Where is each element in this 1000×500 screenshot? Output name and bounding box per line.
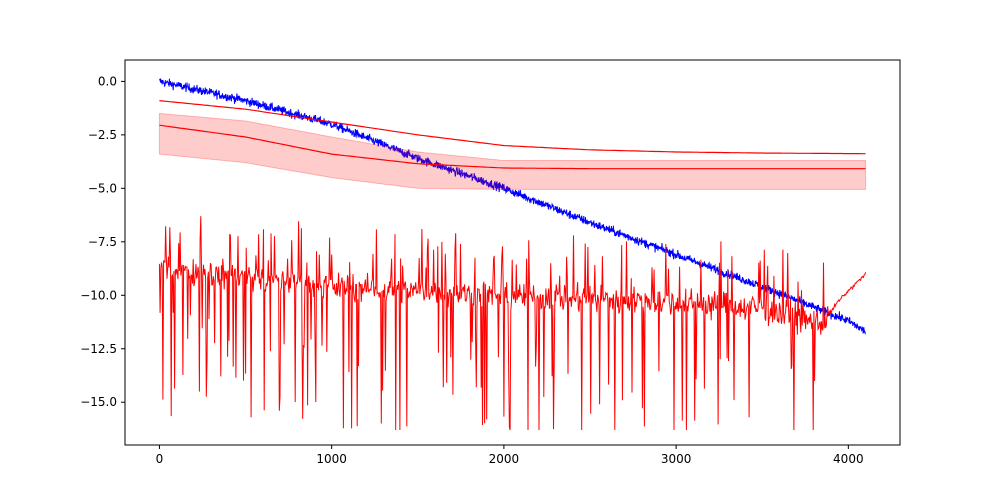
x-tick-label: 4000 bbox=[833, 452, 864, 466]
series-2-band bbox=[158, 112, 867, 190]
y-tick-label: −10.0 bbox=[80, 288, 117, 302]
series-0-line bbox=[158, 77, 867, 336]
y-tick-label: −7.5 bbox=[88, 235, 117, 249]
y-tick-label: −5.0 bbox=[88, 181, 117, 195]
x-tick-label: 3000 bbox=[661, 452, 692, 466]
axes-frame bbox=[124, 59, 901, 446]
x-tick-label: 0 bbox=[156, 452, 164, 466]
y-tick-label: −15.0 bbox=[80, 395, 117, 409]
y-tick-label: −2.5 bbox=[88, 128, 117, 142]
series-3-line bbox=[158, 216, 867, 431]
x-tick-label: 2000 bbox=[489, 452, 520, 466]
y-tick-label: −12.5 bbox=[80, 342, 117, 356]
series-1-line bbox=[159, 100, 866, 155]
series-2-line bbox=[159, 124, 866, 170]
x-tick-label: 1000 bbox=[316, 452, 347, 466]
y-tick-label: 0.0 bbox=[98, 74, 117, 88]
